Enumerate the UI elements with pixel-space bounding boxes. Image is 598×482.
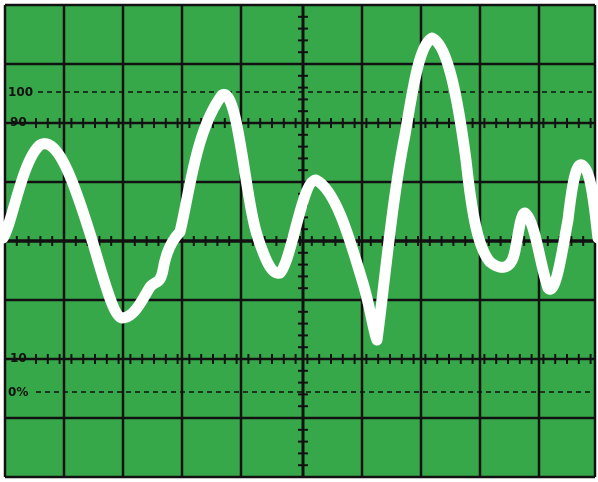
label-100: 100: [8, 85, 33, 99]
reference-lines: [35, 91, 595, 393]
waveform-trace: [0, 32, 598, 346]
label-10: 10: [10, 351, 27, 365]
label-90: 90: [10, 115, 27, 129]
label-0-percent: 0%: [8, 385, 28, 399]
level-labels: 100 90 10 0%: [8, 85, 33, 399]
